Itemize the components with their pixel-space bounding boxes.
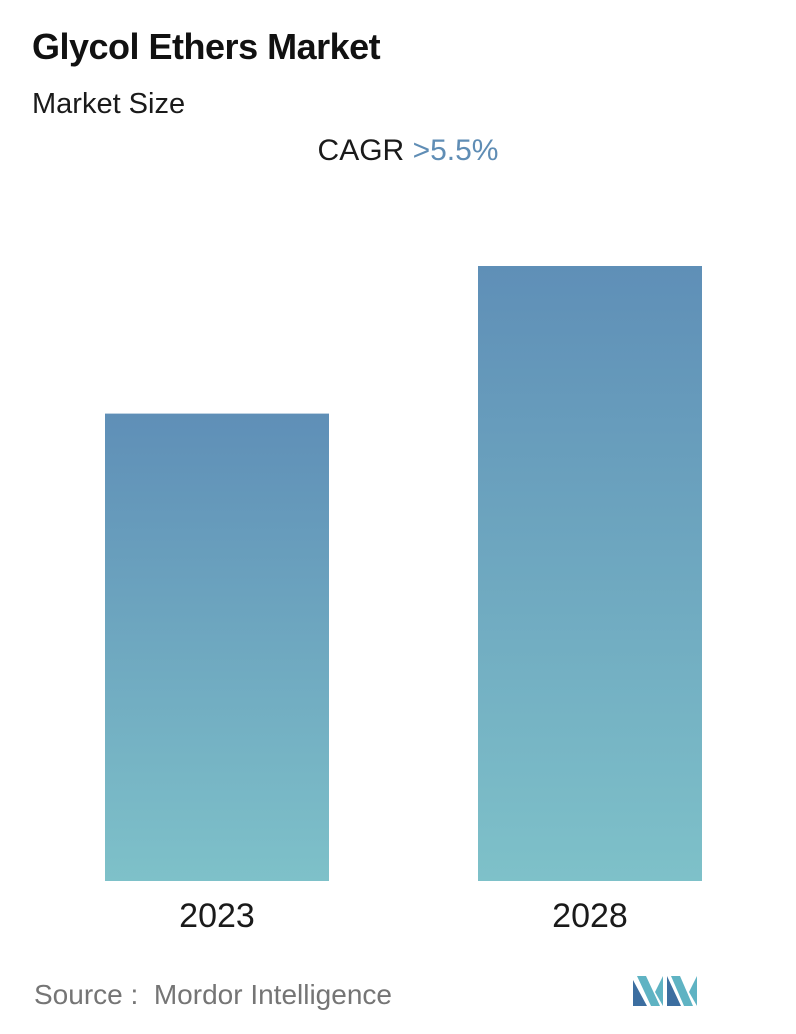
x-tick-label-2028: 2028 [552, 897, 628, 935]
cagr-value: >5.5% [412, 134, 499, 167]
x-axis-labels: 2023 2028 [179, 897, 628, 935]
bar-2023 [105, 413, 329, 881]
source-credit: Source : Mordor Intelligence [34, 979, 392, 1011]
bar-2028 [478, 266, 702, 881]
source-name: Mordor Intelligence [153, 979, 392, 1010]
x-tick-label-2023: 2023 [179, 897, 255, 935]
bars-group [105, 266, 702, 881]
source-label: Source : [34, 979, 139, 1010]
chart-subtitle: Market Size [32, 88, 186, 120]
cagr-indicator: CAGR >5.5% [0, 134, 796, 168]
cagr-label: CAGR [317, 134, 405, 167]
chart-title: Glycol Ethers Market [32, 26, 381, 67]
bar-chart: 2023 2028 [105, 266, 702, 935]
mordor-intelligence-logo-icon [633, 976, 697, 1006]
